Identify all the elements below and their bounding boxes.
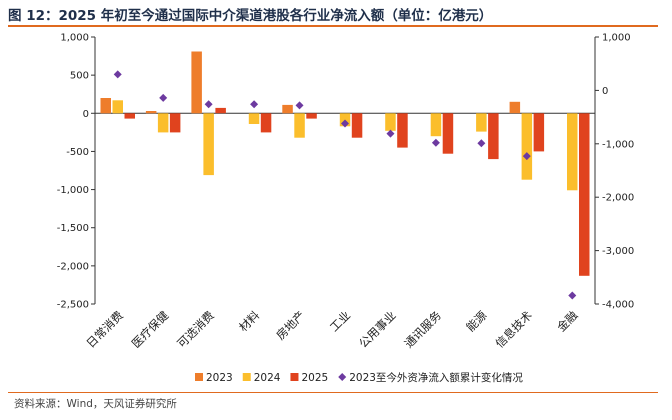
legend-swatch (195, 373, 203, 381)
bar-2025 (533, 113, 545, 152)
legend-swatch (242, 373, 251, 381)
bar-series (100, 51, 590, 276)
category-label: 通讯服务 (402, 308, 445, 351)
left-tick-label: -2,000 (57, 261, 89, 272)
legend-label: 2023 (206, 372, 233, 384)
legend: 2023 2024 2025 2023至今外资净流入额累计变化情况 (195, 371, 523, 384)
category-label: 可选消费 (174, 308, 216, 350)
legend-label: 2025 (301, 372, 328, 384)
category-label: 医疗保健 (129, 308, 172, 351)
cumulative-marker (204, 100, 213, 109)
source-divider (8, 392, 658, 393)
bar-2025 (124, 113, 135, 119)
bar-2025 (397, 113, 408, 148)
bar-2024 (567, 113, 578, 191)
title-divider (8, 25, 658, 27)
bar-2024 (157, 113, 169, 133)
cumulative-marker (477, 139, 486, 148)
bar-2025 (215, 107, 226, 114)
bar-2025 (351, 113, 363, 138)
cumulative-marker (113, 70, 122, 79)
legend-label: 2023至今外资净流入额累计变化情况 (349, 371, 523, 384)
category-label: 信息技术 (493, 308, 536, 351)
category-label: 工业 (327, 308, 353, 334)
right-tick-label: -4,000 (602, 300, 634, 311)
bar-2023 (282, 104, 293, 114)
legend-swatch (338, 373, 347, 381)
category-label: 材料 (236, 308, 263, 335)
category-label: 公用事业 (356, 308, 398, 350)
left-tick-label: 500 (70, 71, 89, 82)
bar-2025 (488, 113, 499, 160)
cumulative-marker (295, 101, 304, 110)
left-tick-label: -1,000 (57, 185, 89, 196)
cumulative-marker (522, 152, 531, 161)
cumulative-marker (250, 100, 259, 109)
bar-2023 (509, 101, 521, 114)
category-label: 日常消费 (83, 308, 125, 350)
cumulative-marker (431, 138, 440, 147)
bar-2024 (385, 113, 396, 131)
bar-2024 (112, 100, 123, 114)
right-tick-label: 0 (602, 86, 608, 97)
right-tick-label: 1,000 (602, 33, 631, 44)
right-tick-label: -1,000 (602, 139, 634, 150)
bar-2024 (476, 113, 487, 132)
category-label: 房地产 (273, 308, 307, 342)
bar-2024 (430, 113, 442, 137)
chart-axes (91, 36, 599, 305)
marker-series (113, 70, 577, 300)
chart-title: 图 12：2025 年初至今通过国际中介渠道港股各行业净流入额（单位：亿港元） (8, 8, 493, 24)
legend-swatch (290, 373, 299, 381)
right-tick-label: -3,000 (602, 246, 634, 257)
cumulative-marker (341, 119, 349, 128)
bar-2025 (442, 113, 454, 154)
source-note: 资料来源：Wind，天风证券研究所 (14, 398, 177, 410)
category-labels: 日常消费 医疗保健 可选消费 材料 房地产 工业 公用事业 通讯服务 能源 信息技术 金融 (83, 308, 580, 351)
bar-2025 (260, 113, 272, 133)
bar-2025 (306, 113, 317, 119)
left-tick-label: -2,500 (57, 300, 89, 311)
tick-labels: 1,000 500 0 -500 -1,000 -1,500 -2,000 -2,500 1,0… (57, 33, 635, 311)
bar-2024 (248, 113, 260, 124)
category-label: 能源 (463, 308, 490, 335)
bar-2023 (100, 98, 111, 114)
bar-chart: 1,000 500 0 -500 -1,000 -1,500 -2,000 -2,500 1,0… (57, 33, 635, 385)
bar-2024 (294, 113, 305, 138)
bar-2024 (203, 113, 214, 176)
bar-2023 (145, 111, 157, 114)
bar-2025 (169, 113, 181, 133)
right-tick-label: -2,000 (602, 193, 634, 204)
cumulative-marker (159, 93, 168, 102)
legend-label: 2024 (254, 372, 281, 384)
left-tick-label: 0 (83, 109, 89, 120)
left-tick-label: 1,000 (60, 33, 89, 44)
cumulative-marker (386, 129, 395, 138)
bar-2023 (191, 51, 202, 114)
category-label: 金融 (554, 308, 581, 335)
left-tick-label: -500 (66, 147, 89, 158)
bar-2025 (579, 113, 590, 276)
left-tick-label: -1,500 (57, 223, 89, 234)
bar-2024 (521, 113, 533, 180)
cumulative-marker (568, 291, 577, 300)
